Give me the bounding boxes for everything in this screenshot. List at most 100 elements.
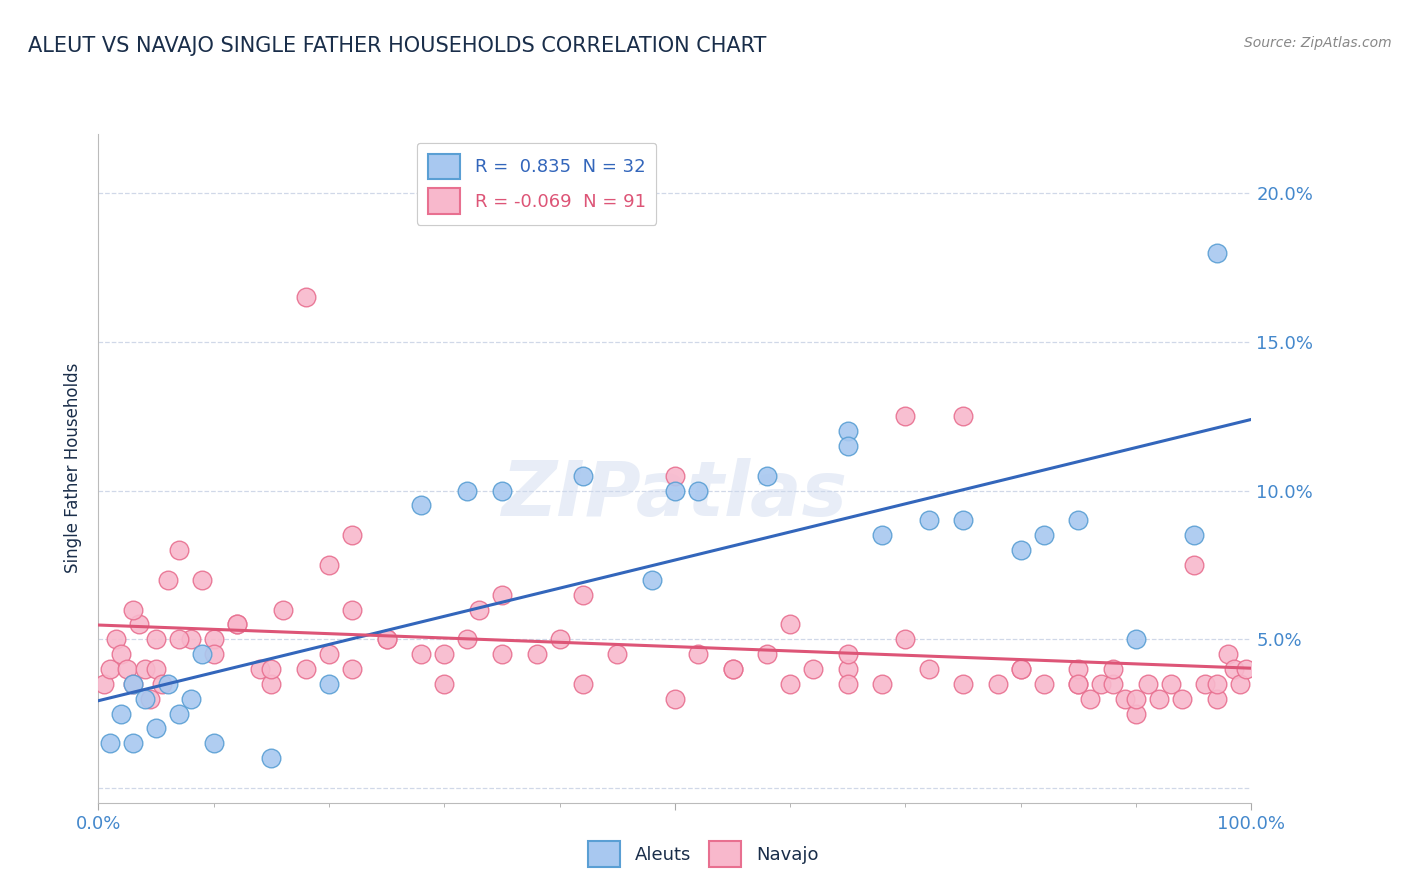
Point [145, 662, 167, 676]
Point [1218, 647, 1240, 661]
Point [110, 706, 132, 721]
Point [837, 424, 859, 438]
Point [872, 677, 894, 691]
Point [664, 483, 686, 498]
Point [295, 290, 318, 304]
Point [837, 647, 859, 661]
Point [1010, 662, 1032, 676]
Point [167, 632, 190, 647]
Point [433, 677, 456, 691]
Point [779, 677, 801, 691]
Point [779, 617, 801, 632]
Point [1182, 528, 1205, 542]
Point [139, 691, 162, 706]
Point [1125, 632, 1147, 647]
Point [1067, 677, 1090, 691]
Point [456, 483, 478, 498]
Point [1102, 662, 1125, 676]
Point [894, 409, 917, 424]
Point [801, 662, 824, 676]
Point [156, 677, 179, 691]
Point [1125, 706, 1147, 721]
Point [1234, 662, 1257, 676]
Point [548, 632, 571, 647]
Point [606, 647, 628, 661]
Point [468, 602, 491, 616]
Point [686, 483, 709, 498]
Point [894, 632, 917, 647]
Point [1194, 677, 1216, 691]
Point [1205, 245, 1227, 260]
Point [491, 647, 513, 661]
Point [987, 677, 1010, 691]
Point [526, 647, 548, 661]
Point [93, 677, 115, 691]
Point [104, 632, 127, 647]
Point [225, 617, 247, 632]
Y-axis label: Single Father Households: Single Father Households [65, 363, 83, 574]
Point [1147, 691, 1170, 706]
Point [837, 439, 859, 453]
Point [110, 647, 132, 661]
Text: Source: ZipAtlas.com: Source: ZipAtlas.com [1244, 36, 1392, 50]
Point [952, 677, 974, 691]
Point [1223, 662, 1246, 676]
Point [98, 736, 121, 750]
Point [756, 647, 779, 661]
Point [202, 632, 225, 647]
Point [180, 632, 202, 647]
Point [1205, 691, 1227, 706]
Point [571, 588, 593, 602]
Point [1136, 677, 1159, 691]
Point [340, 528, 363, 542]
Legend: R =  0.835  N = 32, R = -0.069  N = 91: R = 0.835 N = 32, R = -0.069 N = 91 [416, 143, 657, 225]
Point [1032, 677, 1054, 691]
Point [917, 662, 939, 676]
Point [202, 647, 225, 661]
Point [318, 677, 340, 691]
Point [952, 513, 974, 527]
Point [225, 617, 247, 632]
Point [375, 632, 398, 647]
Point [122, 677, 145, 691]
Point [641, 573, 664, 587]
Point [375, 632, 398, 647]
Text: ZIPatlas: ZIPatlas [502, 458, 848, 532]
Point [340, 662, 363, 676]
Point [318, 647, 340, 661]
Point [145, 632, 167, 647]
Point [340, 602, 363, 616]
Point [1114, 691, 1136, 706]
Point [122, 602, 145, 616]
Legend: Aleuts, Navajo: Aleuts, Navajo [581, 834, 825, 874]
Point [167, 543, 190, 558]
Point [837, 677, 859, 691]
Point [1205, 677, 1227, 691]
Point [128, 617, 150, 632]
Text: ALEUT VS NAVAJO SINGLE FATHER HOUSEHOLDS CORRELATION CHART: ALEUT VS NAVAJO SINGLE FATHER HOUSEHOLDS… [28, 36, 766, 55]
Point [1229, 677, 1251, 691]
Point [721, 662, 744, 676]
Point [411, 647, 433, 661]
Point [491, 588, 513, 602]
Point [134, 662, 156, 676]
Point [1010, 543, 1032, 558]
Point [1067, 677, 1090, 691]
Point [260, 751, 283, 765]
Point [1160, 677, 1182, 691]
Point [1102, 677, 1125, 691]
Point [117, 662, 139, 676]
Point [1171, 691, 1194, 706]
Point [1067, 662, 1090, 676]
Point [664, 691, 686, 706]
Point [756, 468, 779, 483]
Point [145, 722, 167, 736]
Point [180, 691, 202, 706]
Point [167, 706, 190, 721]
Point [411, 499, 433, 513]
Point [917, 513, 939, 527]
Point [571, 677, 593, 691]
Point [122, 677, 145, 691]
Point [191, 573, 214, 587]
Point [872, 528, 894, 542]
